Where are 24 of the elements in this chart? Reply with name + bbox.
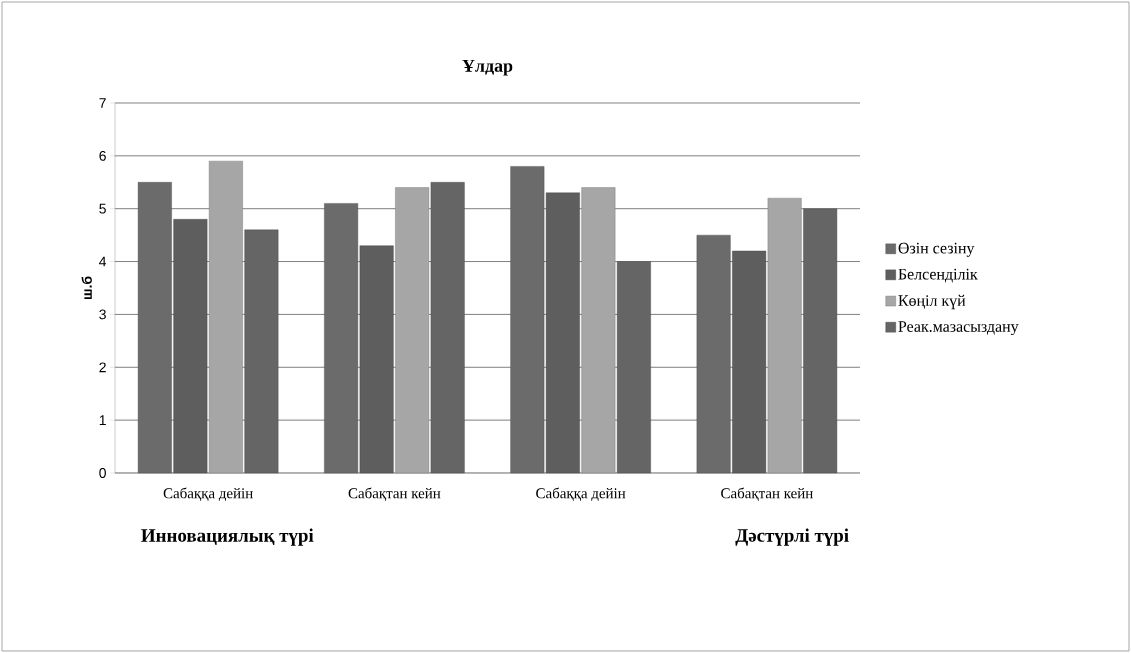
y-tick-label: 1: [99, 415, 106, 425]
legend-label: Реак.мазасыздану: [898, 321, 1019, 336]
y-tick-label: 0: [99, 468, 106, 478]
x-tick-label: Сабақтан кейн: [721, 487, 813, 502]
text: Инновациялық түрі: [141, 528, 314, 546]
y-tick-label: 7: [99, 98, 106, 108]
y-tick-label: 3: [99, 309, 106, 320]
x-tick-label: Сабақтан кейн: [348, 487, 441, 502]
bar: [430, 182, 465, 474]
text: Дәстүрлі түрі: [735, 528, 849, 546]
x-tick-label: Сабаққа дейін: [536, 487, 626, 502]
y-tick-label: 5: [99, 203, 106, 214]
y-tick-label: 6: [99, 150, 106, 161]
bar: [803, 208, 838, 474]
y-axis-title: ш.б: [81, 276, 92, 300]
y-tick-label: 4: [99, 256, 107, 267]
chart-title: Ұлдар: [462, 59, 513, 76]
y-tick-label: 2: [99, 362, 106, 373]
bar: [244, 229, 279, 474]
bar: [616, 261, 651, 474]
legend-label: Өзін сезіну: [898, 242, 975, 257]
x-tick-label: Сабаққа дейін: [163, 487, 253, 502]
legend-label: Белсенділік: [898, 268, 978, 283]
legend-label: Көңіл күй: [898, 294, 966, 310]
